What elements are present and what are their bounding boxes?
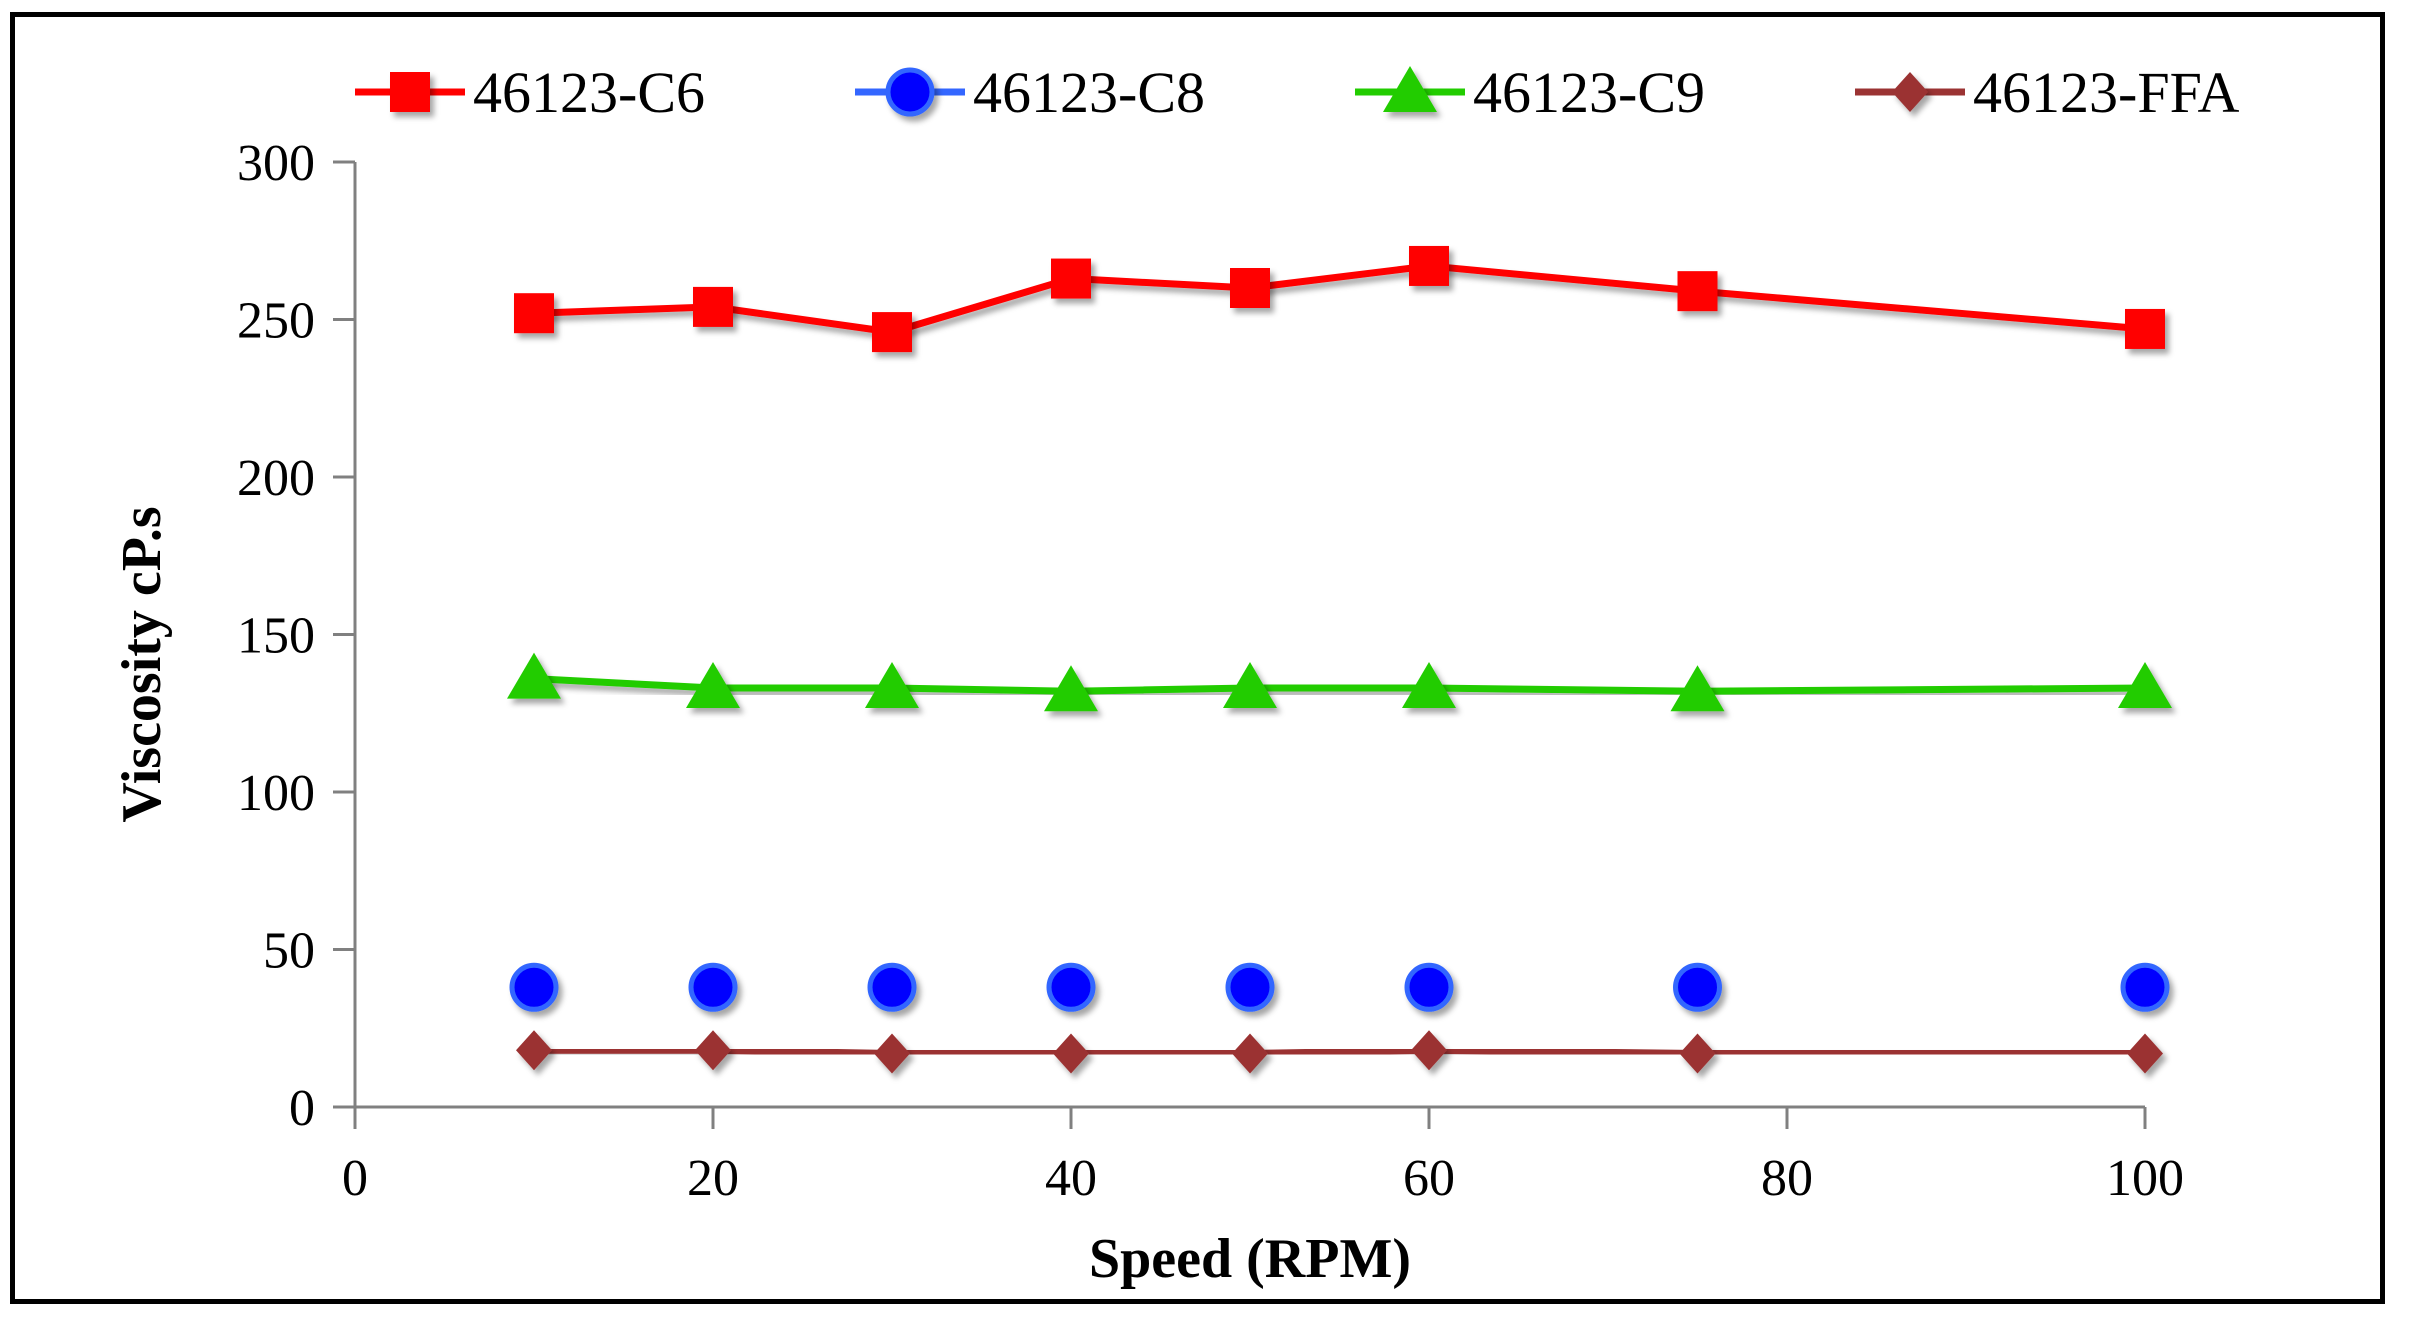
series-line-46123-c6 <box>533 262 2146 336</box>
series-line-46123-c9 <box>533 675 2146 695</box>
data-point-46123-ffa <box>1679 1033 1716 1074</box>
y-tick-label: 300 <box>237 135 315 192</box>
data-point-46123-c9 <box>865 662 919 709</box>
legend-item-46123-c9: 46123-C9 <box>1355 60 1705 125</box>
legend-item-46123-ffa: 46123-FFA <box>1855 60 2240 125</box>
y-axis-title: Viscosity cP.s <box>111 506 173 822</box>
data-point-46123-c8 <box>688 962 738 1012</box>
data-point-46123-ffa <box>874 1033 910 1074</box>
data-point-46123-c8 <box>1225 962 1275 1012</box>
y-tick-label: 100 <box>237 765 315 822</box>
data-point-46123-c6 <box>2125 308 2165 349</box>
legend-label-46123-c9: 46123-C9 <box>1473 60 1705 125</box>
x-tick-label: 20 <box>687 1150 739 1207</box>
x-tick-label: 60 <box>1403 1150 1455 1207</box>
x-tick-label: 40 <box>1045 1150 1097 1207</box>
data-point-46123-c9 <box>2118 662 2172 709</box>
data-point-46123-ffa <box>1232 1033 1268 1074</box>
series-46123-c6 <box>514 245 2165 353</box>
data-point-46123-c6 <box>1051 258 1091 299</box>
data-point-46123-c6 <box>693 286 733 327</box>
legend-marker-46123-ffa <box>1892 72 1928 112</box>
x-ticks: 0 20 40 60 80 100 <box>342 1107 2184 1207</box>
y-tick-label: 200 <box>237 450 315 507</box>
legend-marker-46123-c9 <box>1383 66 1437 112</box>
x-axis-title: Speed (RPM) <box>1089 1228 1411 1290</box>
data-point-46123-c8 <box>2120 962 2170 1012</box>
y-tick-label: 250 <box>237 293 315 350</box>
data-point-46123-c9 <box>686 662 740 709</box>
data-point-46123-ffa <box>1053 1033 1089 1074</box>
legend: 46123-C6 46123-C8 46123-C9 46123-FFA <box>355 60 2240 125</box>
data-point-46123-c8 <box>867 962 917 1012</box>
line-chart: 46123-C6 46123-C8 46123-C9 46123-FFA 0 50 100… <box>111 60 2240 1290</box>
data-point-46123-ffa <box>695 1030 731 1071</box>
data-point-46123-c9 <box>1402 662 1456 709</box>
data-point-46123-c6 <box>514 293 554 334</box>
legend-marker-46123-c6 <box>390 72 430 112</box>
data-point-46123-c6 <box>1677 271 1718 312</box>
data-point-46123-c8 <box>1404 962 1454 1012</box>
legend-item-46123-c8: 46123-C8 <box>855 60 1205 125</box>
legend-label-46123-c8: 46123-C8 <box>973 60 1205 125</box>
y-tick-label: 0 <box>289 1080 315 1137</box>
y-ticks: 0 50 100 150 200 250 300 <box>237 135 355 1137</box>
data-point-46123-c6 <box>872 312 912 353</box>
data-point-46123-c9 <box>507 652 561 699</box>
chart-frame: 46123-C6 46123-C8 46123-C9 46123-FFA 0 50 100… <box>10 12 2385 1304</box>
data-point-46123-ffa <box>1411 1030 1447 1071</box>
data-point-46123-c6 <box>1409 245 1449 286</box>
data-point-46123-c9 <box>1670 665 1725 712</box>
series-line-46123-ffa <box>534 1046 2145 1057</box>
data-point-46123-c8 <box>509 962 559 1012</box>
data-point-46123-c8 <box>1046 962 1096 1012</box>
x-tick-label: 80 <box>1761 1150 1813 1207</box>
x-tick-label: 0 <box>342 1150 368 1207</box>
legend-marker-46123-c8 <box>885 67 935 117</box>
legend-item-46123-c6: 46123-C6 <box>355 60 705 125</box>
series-group <box>507 245 2172 1074</box>
legend-label-46123-ffa: 46123-FFA <box>1973 60 2240 125</box>
series-46123-c9 <box>507 652 2172 712</box>
series-46123-ffa <box>516 1030 2163 1074</box>
data-point-46123-ffa <box>516 1030 552 1071</box>
series-46123-c8 <box>509 962 2170 1012</box>
data-point-46123-c8 <box>1673 962 1722 1012</box>
x-tick-label: 100 <box>2106 1150 2184 1207</box>
y-tick-label: 150 <box>237 608 315 665</box>
y-tick-label: 50 <box>263 923 315 980</box>
data-point-46123-c9 <box>1223 662 1277 709</box>
legend-label-46123-c6: 46123-C6 <box>473 60 705 125</box>
axes: 0 50 100 150 200 250 300 0 20 40 60 80 100 <box>237 135 2184 1207</box>
data-point-46123-c9 <box>1044 665 1098 712</box>
data-point-46123-c6 <box>1230 268 1270 308</box>
data-point-46123-ffa <box>2127 1033 2163 1074</box>
